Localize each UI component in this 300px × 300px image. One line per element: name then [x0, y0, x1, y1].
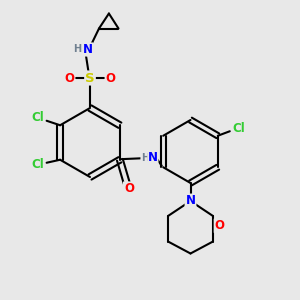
Text: S: S [85, 71, 95, 85]
Text: O: O [124, 182, 134, 195]
Text: N: N [82, 43, 93, 56]
Text: H: H [141, 153, 149, 163]
Text: O: O [214, 219, 225, 232]
Text: N: N [148, 151, 158, 164]
Text: Cl: Cl [232, 122, 245, 135]
Text: N: N [185, 194, 196, 208]
Text: Cl: Cl [31, 111, 44, 124]
Text: O: O [64, 71, 74, 85]
Text: O: O [106, 71, 116, 85]
Text: H: H [73, 44, 81, 55]
Text: Cl: Cl [31, 158, 44, 171]
